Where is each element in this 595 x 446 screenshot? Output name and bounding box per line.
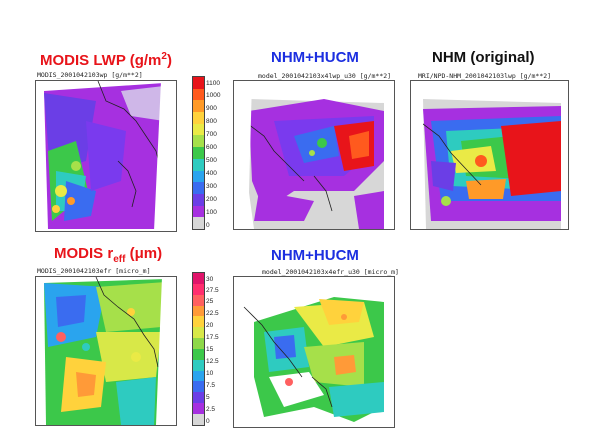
lwp-tick: 600 [206, 144, 217, 151]
nhm-hucm-reff-heading: NHM+HUCM [271, 247, 359, 264]
colorbar-segment [193, 135, 204, 148]
reff-tick: 22.5 [206, 310, 219, 317]
nhm-hucm-reff-map [233, 276, 395, 428]
colorbar-segment [193, 147, 204, 159]
lwp-colorbar-1 [192, 76, 205, 230]
modis-lwp-map [35, 80, 177, 232]
modis-lwp-heading-sup: 2 [161, 51, 167, 62]
colorbar-segment [193, 294, 204, 306]
colorbar-segment [193, 338, 204, 349]
modis-reff-heading: MODIS reff (μm) [54, 245, 162, 269]
colorbar-segment [193, 403, 204, 414]
lwp-tick: 800 [206, 118, 217, 125]
reff-tick: 17.5 [206, 334, 219, 341]
colorbar-segment [193, 205, 204, 218]
lwp-tick: 300 [206, 183, 217, 190]
modis-lwp-subtitle: MODIS_2001042103wp [g/m**2] [37, 71, 143, 79]
colorbar-segment [193, 392, 204, 404]
lwp-tick: 200 [206, 196, 217, 203]
colorbar-segment [193, 170, 204, 183]
colorbar-segment [193, 348, 204, 360]
colorbar-segment [193, 193, 204, 206]
reff-colorbar [192, 272, 205, 426]
reff-tick: 20 [206, 322, 214, 329]
modis-reff-heading-text: MODIS r [54, 245, 114, 262]
reff-tick: 15 [206, 346, 214, 353]
colorbar-segment [193, 217, 204, 229]
colorbar-segment [193, 413, 204, 425]
modis-lwp-heading-close: ) [166, 52, 172, 69]
colorbar-segment [193, 123, 204, 136]
lwp-tick: 400 [206, 170, 217, 177]
modis-reff-heading-unit: (μm) [125, 245, 163, 262]
colorbar-segment [193, 112, 204, 124]
nhm-hucm-lwp-map [233, 80, 395, 230]
colorbar-segment [193, 158, 204, 171]
nhm-original-map [410, 80, 569, 230]
nhm-hucm-reff-subtitle: model_2001042103x4efr_u30 [micro_m] [262, 268, 399, 276]
modis-reff-map [35, 276, 177, 426]
lwp-tick: 1100 [206, 80, 220, 87]
colorbar-segment [193, 327, 204, 339]
lwp-tick: 100 [206, 209, 217, 216]
reff-tick: 27.5 [206, 287, 219, 294]
colorbar-segment [193, 77, 204, 89]
colorbar-segment [193, 381, 204, 393]
nhm-original-subtitle: MRI/NPD-NHM_2001042103lwp [g/m**2] [418, 72, 552, 80]
modis-lwp-heading-text: MODIS LWP (g/m [40, 52, 162, 69]
lwp-tick: 900 [206, 105, 217, 112]
reff-tick: 10 [206, 370, 214, 377]
colorbar-segment [193, 182, 204, 194]
colorbar-segment [193, 88, 204, 101]
reff-tick: 25 [206, 298, 214, 305]
modis-reff-heading-sub: eff [113, 254, 126, 265]
lwp-tick: 0 [206, 222, 210, 229]
lwp-tick: 1000 [206, 92, 221, 99]
nhm-hucm-lwp-heading: NHM+HUCM [271, 49, 359, 66]
colorbar-segment [193, 305, 204, 317]
colorbar-segment [193, 316, 204, 328]
reff-tick: 2.5 [206, 406, 216, 413]
nhm-hucm-lwp-subtitle: model_2001042103x4lwp_u30 [g/m**2] [258, 72, 392, 80]
lwp-tick: 700 [206, 131, 217, 138]
lwp-tick: 500 [206, 157, 217, 164]
colorbar-segment [193, 100, 204, 113]
nhm-original-heading: NHM (original) [432, 49, 535, 66]
colorbar-segment [193, 370, 204, 382]
reff-tick: 7.5 [206, 382, 216, 389]
reff-tick: 30 [206, 276, 214, 283]
modis-lwp-heading: MODIS LWP (g/m2) [40, 48, 172, 70]
reff-tick: 12.5 [206, 358, 219, 365]
reff-tick: 5 [206, 394, 210, 401]
colorbar-segment [193, 283, 204, 295]
reff-tick: 0 [206, 418, 210, 425]
colorbar-segment [193, 273, 204, 284]
modis-reff-subtitle: MODIS_2001042103efr [micro_m] [37, 267, 151, 275]
colorbar-segment [193, 359, 204, 371]
